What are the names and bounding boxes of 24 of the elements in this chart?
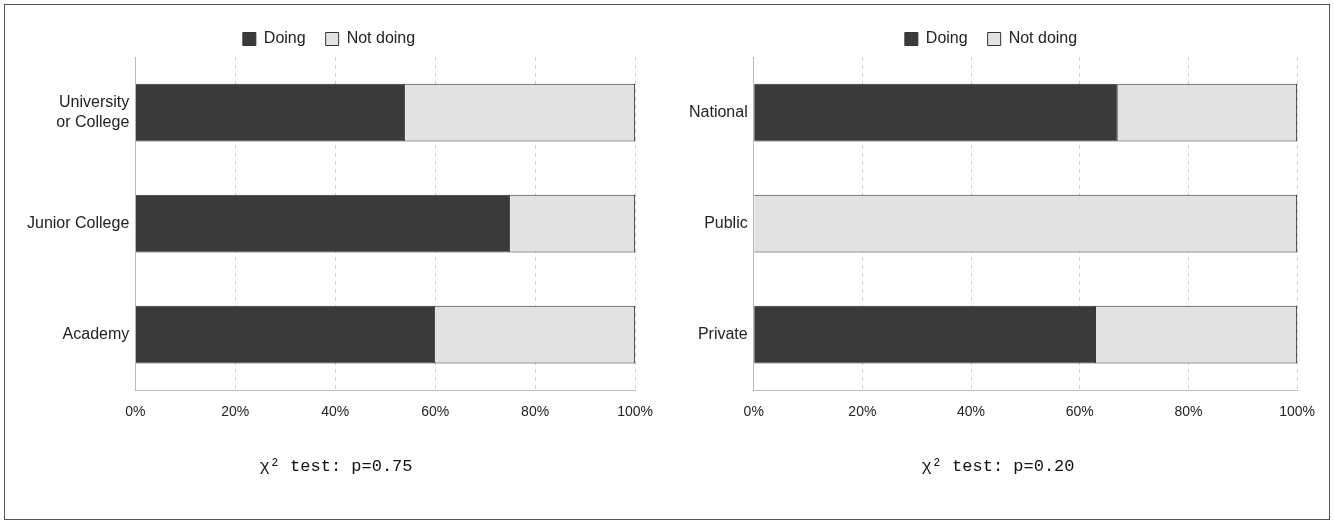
legend-label: Not doing [1008,29,1078,47]
x-tick-label: 0% [125,403,146,420]
x-tick-label: 100% [617,403,653,420]
text: χ² test: p=0.20 [920,457,1076,476]
x-tick-label: 60% [421,403,450,420]
x-tick-label: 80% [521,403,550,420]
x-tick-label: 40% [957,403,986,420]
legend-label: Doing [263,29,306,47]
legend-label: Not doing [346,29,416,47]
x-tick-label: 40% [321,403,350,420]
x-tick-label: 100% [1279,403,1315,420]
x-tick-label: 80% [1174,403,1203,420]
y-tick-label: Junior College [27,214,130,232]
y-tick-label: Public [704,214,748,232]
text: χ² test: p=0.75 [258,457,414,476]
x-tick-label: 60% [1065,403,1094,420]
x-tick-label: 20% [848,403,877,420]
y-tick-label: Academy [62,325,130,343]
legend-label: Doing [925,29,968,47]
x-tick-label: 20% [221,403,250,420]
x-tick-label: 0% [743,403,764,420]
y-tick-label: University or College [56,93,130,130]
y-tick-label: Private [697,325,748,343]
y-tick-label: National [689,102,748,120]
